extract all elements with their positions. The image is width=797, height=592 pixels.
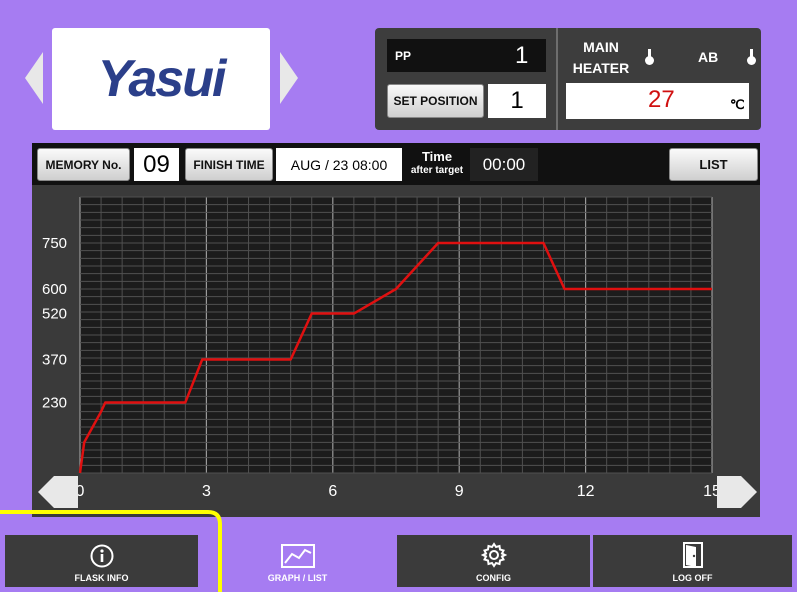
temperature-display: 27 ℃ — [566, 83, 749, 119]
finish-time-value[interactable]: AUG / 23 08:00 — [276, 148, 402, 181]
tab-config[interactable]: CONFIG — [397, 535, 590, 587]
time-after-target-label: Time after target — [406, 149, 468, 177]
pp-display: PP 1 — [387, 39, 546, 72]
finish-time-label: FINISH TIME — [193, 157, 265, 172]
tab-graph-list[interactable]: GRAPH / LIST — [201, 535, 394, 587]
door-icon — [682, 542, 703, 568]
tab-flask-info[interactable]: FLASK INFO — [5, 535, 198, 587]
tab-log-off-label: LOG OFF — [672, 573, 713, 583]
info-icon — [90, 544, 113, 568]
bottom-tab-bar: FLASK INFO GRAPH / LIST CONFIG LOG OFF — [0, 532, 797, 592]
memory-no-button[interactable]: MEMORY No. — [37, 148, 130, 181]
time-after-target-value: 00:00 — [470, 148, 538, 181]
tab-flask-info-label: FLASK INFO — [74, 573, 129, 583]
memory-label: MEMORY No. — [45, 157, 122, 172]
memory-value[interactable]: 09 — [134, 148, 179, 181]
thermometer-icon — [747, 49, 757, 65]
memory-number: 09 — [143, 150, 170, 178]
time-value: 00:00 — [482, 154, 526, 174]
set-position-value[interactable]: 1 — [488, 84, 546, 118]
finish-time-text: AUG / 23 08:00 — [290, 156, 388, 173]
main-heater-line2: HEATER — [572, 60, 630, 76]
prev-arrow[interactable] — [25, 52, 43, 104]
set-position-number: 1 — [510, 87, 524, 114]
set-position-label: SET POSITION — [393, 94, 478, 108]
chevron-right-icon — [717, 476, 757, 508]
status-panel: PP 1 SET POSITION 1 MAIN HEATER AB 27 ℃ — [375, 28, 761, 130]
time-label-line1: Time — [421, 149, 453, 164]
time-label-line2: after target — [410, 165, 464, 176]
thermometer-icon — [645, 49, 655, 65]
tab-config-label: CONFIG — [476, 573, 511, 583]
tab-log-off[interactable]: LOG OFF — [593, 535, 792, 587]
yasui-logo: Yasui — [97, 50, 227, 108]
logo-panel: Yasui — [52, 28, 270, 130]
list-label: LIST — [699, 157, 728, 172]
main-heater-line1: MAIN — [583, 39, 619, 55]
ab-label: AB — [698, 49, 719, 65]
panel-divider — [556, 28, 558, 130]
graph-icon — [280, 544, 315, 568]
gear-icon — [480, 542, 507, 568]
tab-graph-list-label: GRAPH / LIST — [267, 573, 328, 583]
temperature-value: 27 — [648, 86, 675, 113]
next-arrow[interactable] — [280, 52, 298, 104]
set-position-button[interactable]: SET POSITION — [387, 84, 484, 118]
chart-prev-arrow[interactable] — [38, 476, 78, 508]
finish-time-button[interactable]: FINISH TIME — [185, 148, 273, 181]
list-button[interactable]: LIST — [669, 148, 758, 181]
main-heater-label: MAIN HEATER — [565, 37, 637, 79]
chart-next-arrow[interactable] — [717, 476, 757, 508]
chevron-left-icon — [38, 476, 78, 508]
pp-value: 1 — [515, 41, 529, 69]
pp-label: PP — [395, 48, 412, 63]
temperature-unit: ℃ — [730, 97, 745, 112]
chart-panel — [32, 185, 760, 517]
